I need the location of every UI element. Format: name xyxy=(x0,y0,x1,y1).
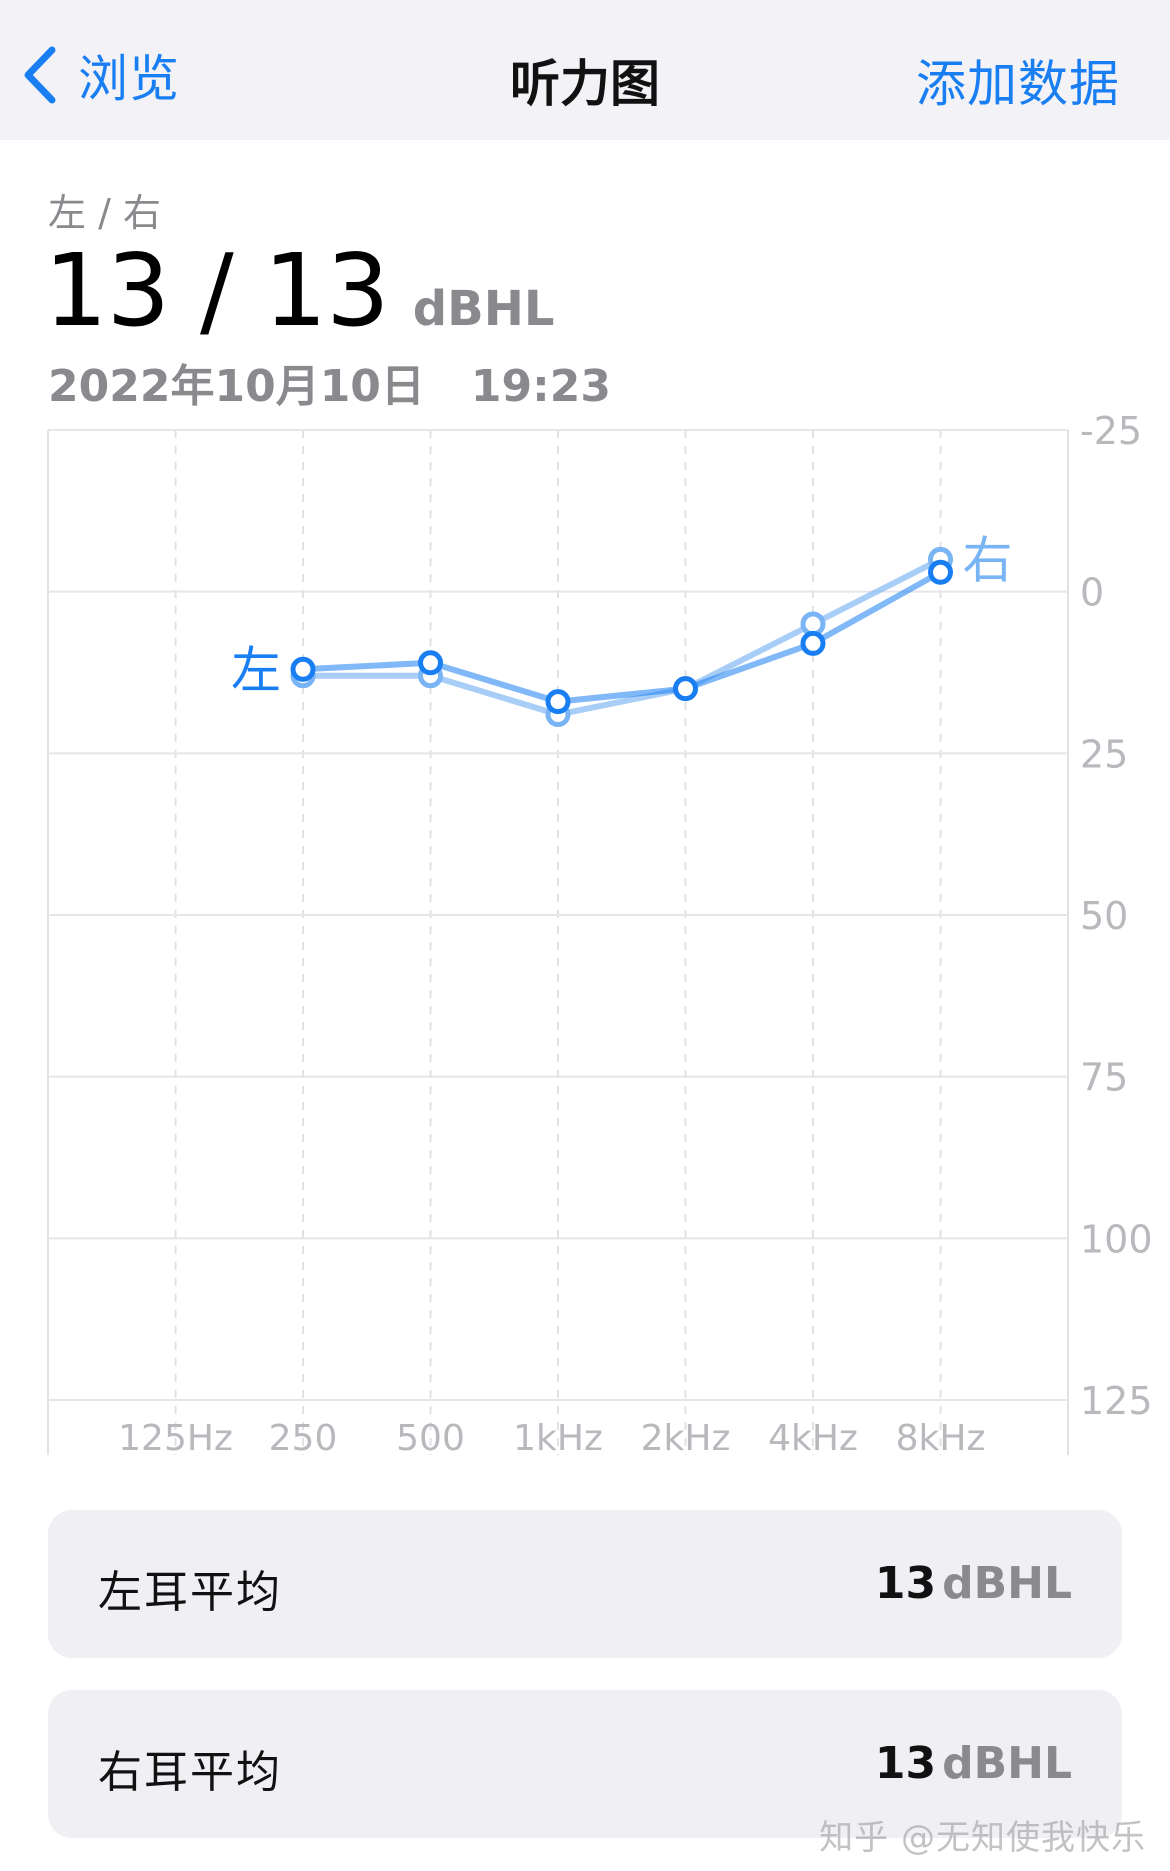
y-tick-label: 75 xyxy=(1080,1056,1128,1100)
chevron-left-icon xyxy=(24,46,56,104)
y-tick-label: 100 xyxy=(1080,1217,1153,1261)
left-ear-average-value: 13 dBHL xyxy=(875,1558,1072,1609)
left-ear-average-unit: dBHL xyxy=(942,1558,1072,1609)
back-button-label: 浏览 xyxy=(78,50,180,108)
y-tick-label: 0 xyxy=(1080,571,1104,615)
x-tick-label: 500 xyxy=(396,1418,465,1459)
x-tick-label: 4kHz xyxy=(768,1418,858,1459)
x-tick-label: 2kHz xyxy=(641,1418,731,1459)
summary-date-day: 2022年10月10日 xyxy=(48,361,425,412)
add-data-button[interactable]: 添加数据 xyxy=(916,55,1120,113)
y-tick-label: 125 xyxy=(1080,1379,1153,1423)
summary-value: 13 / 13 dBHL xyxy=(44,232,555,349)
right-ear-average-card[interactable]: 右耳平均 13 dBHL xyxy=(48,1690,1122,1838)
x-tick-label: 8kHz xyxy=(896,1418,986,1459)
watermark: 知乎 @无知使我快乐 xyxy=(819,1818,1146,1858)
y-tick-label: 25 xyxy=(1080,732,1128,776)
summary-unit: dBHL xyxy=(412,281,555,337)
right-ear-average-label: 右耳平均 xyxy=(98,1747,282,1798)
summary-date-time: 19:23 xyxy=(470,361,611,412)
summary-number: 13 / 13 xyxy=(44,232,390,349)
data-point-left xyxy=(545,689,571,715)
data-point-left xyxy=(418,650,443,676)
right-ear-average-number: 13 xyxy=(874,1738,937,1789)
left-ear-average-number: 13 xyxy=(874,1558,937,1609)
data-point-left xyxy=(673,676,698,702)
series-line-right xyxy=(300,556,944,718)
x-tick-label: 250 xyxy=(269,1418,338,1459)
right-ear-average-unit: dBHL xyxy=(942,1738,1072,1789)
y-tick-label: -25 xyxy=(1080,409,1142,453)
summary-label: 左 / 右 xyxy=(48,191,161,235)
data-point-left xyxy=(290,656,316,682)
series-line-left xyxy=(300,569,944,705)
y-tick-label: 50 xyxy=(1080,894,1128,938)
series-label-right: 右 xyxy=(963,531,1013,589)
x-tick-label: 1kHz xyxy=(513,1418,603,1459)
left-ear-average-label: 左耳平均 xyxy=(98,1567,282,1618)
data-point-left xyxy=(800,630,826,656)
right-ear-average-value: 13 dBHL xyxy=(875,1738,1072,1789)
left-ear-average-card[interactable]: 左耳平均 13 dBHL xyxy=(48,1510,1122,1658)
summary-date: 2022年10月10日 19:23 xyxy=(48,350,611,414)
navigation-bar: 浏览 听力图 添加数据 xyxy=(0,0,1170,140)
audiogram-chart: -25 0 25 50 75 100 125 125Hz 250 500 1kHz 2kHz 4kHz 8… xyxy=(47,409,1153,1459)
series-label-left: 左 xyxy=(231,641,281,699)
x-tick-label: 125Hz xyxy=(118,1418,233,1459)
back-button[interactable]: 浏览 xyxy=(22,40,180,110)
data-point-left xyxy=(928,559,953,585)
